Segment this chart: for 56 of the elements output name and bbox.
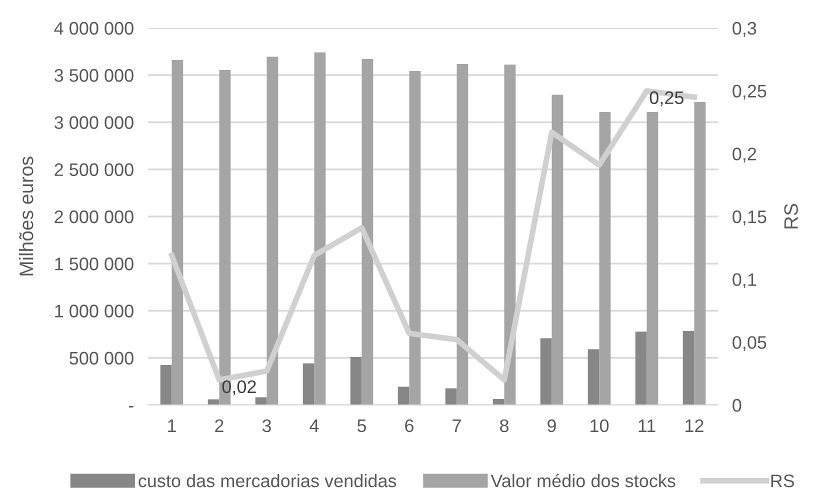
bar xyxy=(552,94,564,405)
bar xyxy=(314,52,326,405)
y-axis-title: Milhões euros xyxy=(19,156,34,276)
x-tick-label: 3 xyxy=(262,419,271,432)
x-tick-label: 9 xyxy=(548,419,556,432)
bar xyxy=(694,102,706,405)
bar xyxy=(172,60,184,405)
y2-tick-label: 0,25 xyxy=(732,84,766,100)
y-tick-label: 2 000 000 xyxy=(54,210,134,224)
legend-label: RS xyxy=(771,474,794,488)
bar xyxy=(409,70,421,405)
x-tick-label: 2 xyxy=(215,419,224,432)
y2-tick-label: 0,1 xyxy=(732,273,756,288)
bar xyxy=(540,338,552,405)
x-tick-label: 1 xyxy=(168,420,176,432)
data-label: 0,02 xyxy=(222,380,256,396)
y2-tick-label: 0,2 xyxy=(732,148,756,163)
bar xyxy=(445,388,457,405)
x-tick-label: 10 xyxy=(590,419,609,432)
bar xyxy=(682,331,694,405)
y-tick-label: - xyxy=(128,406,134,408)
y2-axis-title: RS xyxy=(784,204,798,228)
legend-label: custo das mercadorias vendidas xyxy=(138,474,396,488)
bar xyxy=(160,365,172,405)
bar xyxy=(599,112,611,405)
y-tick-label: 3 000 000 xyxy=(54,116,134,129)
y-tick-label: 3 500 000 xyxy=(54,69,134,82)
legend-label: Valor médio dos stocks xyxy=(490,474,676,488)
x-tick-label: 7 xyxy=(452,420,461,432)
x-tick-label: 6 xyxy=(405,419,414,432)
y-tick-label: 2 500 000 xyxy=(54,163,134,176)
y2-tick-label: 0,3 xyxy=(732,22,756,37)
bar xyxy=(504,64,516,405)
bar xyxy=(646,112,658,405)
y2-tick-label: 0,15 xyxy=(732,210,766,226)
y-tick-label: 500 000 xyxy=(70,352,134,365)
x-tick-label: 5 xyxy=(357,420,366,432)
bar xyxy=(362,59,374,405)
bar xyxy=(456,64,468,405)
y2-tick-label: 0,05 xyxy=(732,336,766,352)
bar xyxy=(635,332,647,405)
x-tick-label: 12 xyxy=(686,419,704,432)
x-tick-label: 11 xyxy=(638,420,656,432)
y-tick-label: 1 000 000 xyxy=(55,304,134,318)
y-tick-label: 1 500 000 xyxy=(55,258,134,270)
y2-tick-label: 0 xyxy=(732,398,742,412)
bar xyxy=(266,56,278,405)
data-label: 0,25 xyxy=(650,91,684,106)
y-tick-label: 4 000 000 xyxy=(54,22,134,35)
bar xyxy=(255,397,267,405)
x-tick-label: 8 xyxy=(500,419,508,432)
x-tick-label: 4 xyxy=(310,420,319,432)
bar xyxy=(350,357,362,405)
bar xyxy=(302,363,314,405)
bar xyxy=(588,349,600,405)
bar xyxy=(398,386,410,405)
